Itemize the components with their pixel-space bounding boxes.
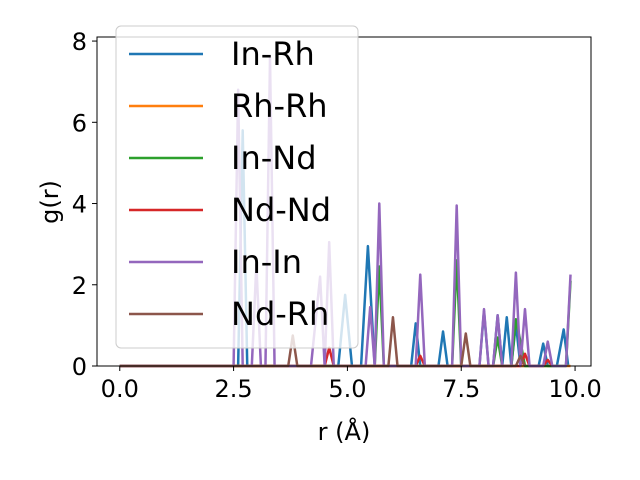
x-tick-label: 5.0 bbox=[328, 375, 366, 403]
x-axis-ticks: 0.0 2.5 5.0 7.5 10.0 bbox=[101, 366, 602, 403]
y-axis-ticks: 0 2 4 6 8 bbox=[72, 28, 97, 381]
legend: In-Rh Rh-Rh In-Nd Nd-Nd In-In Nd-Rh bbox=[115, 25, 359, 349]
legend-label-nd-rh: Nd-Rh bbox=[231, 295, 329, 333]
x-tick-label: 0.0 bbox=[101, 375, 139, 403]
y-axis-label: g(r) bbox=[36, 180, 64, 224]
y-tick-label: 4 bbox=[72, 191, 87, 219]
y-tick-label: 2 bbox=[72, 272, 87, 300]
y-tick-label: 0 bbox=[72, 353, 87, 381]
y-tick-label: 8 bbox=[72, 28, 87, 56]
legend-label-nd-nd: Nd-Nd bbox=[231, 191, 331, 229]
x-tick-label: 10.0 bbox=[548, 375, 601, 403]
x-tick-label: 2.5 bbox=[215, 375, 253, 403]
x-tick-label: 7.5 bbox=[442, 375, 480, 403]
legend-label-rh-rh: Rh-Rh bbox=[231, 87, 328, 125]
legend-label-in-nd: In-Nd bbox=[231, 139, 317, 177]
legend-label-in-rh: In-Rh bbox=[231, 35, 315, 73]
legend-label-in-in: In-In bbox=[231, 243, 302, 281]
x-axis-label: r (Å) bbox=[318, 417, 371, 446]
y-tick-label: 6 bbox=[72, 109, 87, 137]
